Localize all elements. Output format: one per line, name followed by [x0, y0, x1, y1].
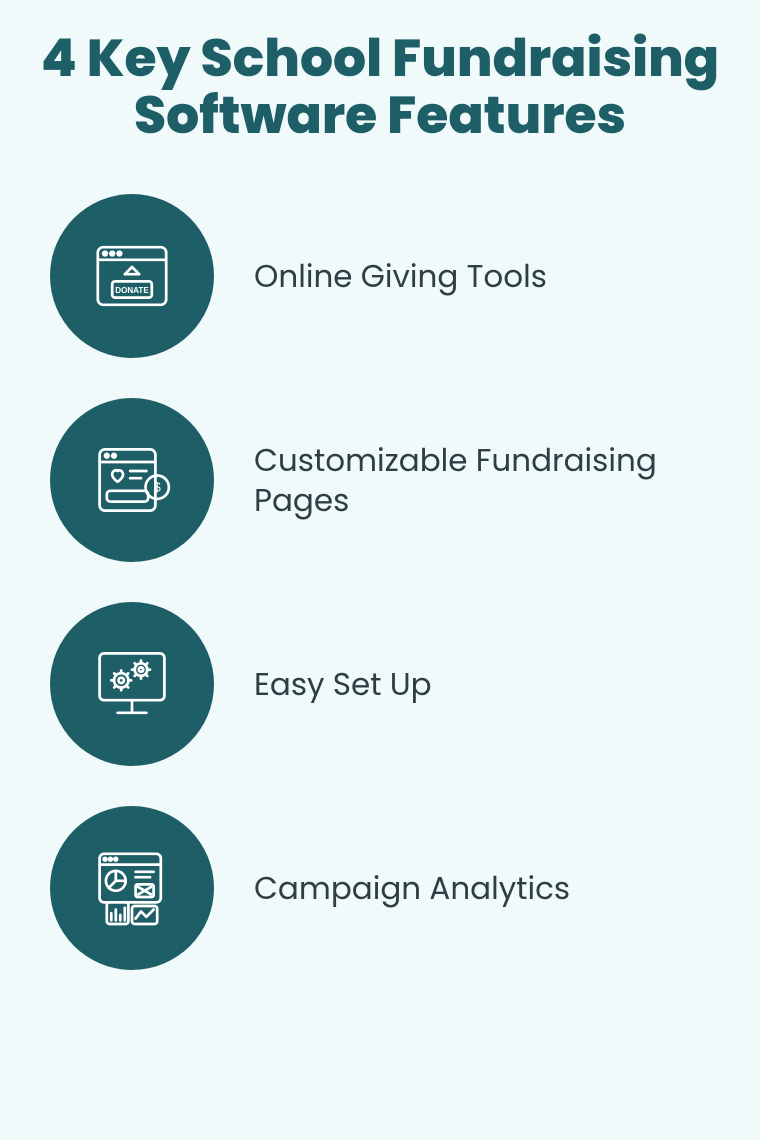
analytics-dashboard-icon — [50, 806, 214, 970]
donate-window-icon: DONATE — [50, 194, 214, 358]
feature-label: Online Giving Tools — [254, 256, 547, 296]
feature-item: DONATE Online Giving Tools — [50, 194, 720, 358]
feature-label: Customizable Fundraising Pages — [254, 440, 674, 521]
feature-label: Easy Set Up — [254, 664, 432, 704]
feature-item: $ Customizable Fundraising Pages — [50, 398, 720, 562]
page-heart-dollar-icon: $ — [50, 398, 214, 562]
feature-item: Campaign Analytics — [50, 806, 720, 970]
feature-item: Easy Set Up — [50, 602, 720, 766]
monitor-gears-icon — [50, 602, 214, 766]
main-title: 4 Key School Fundraising Software Featur… — [40, 30, 720, 144]
feature-label: Campaign Analytics — [254, 868, 570, 908]
svg-text:$: $ — [154, 481, 161, 495]
features-list: DONATE Online Giving Tools $ Customizabl… — [40, 194, 720, 970]
svg-text:DONATE: DONATE — [115, 286, 149, 295]
